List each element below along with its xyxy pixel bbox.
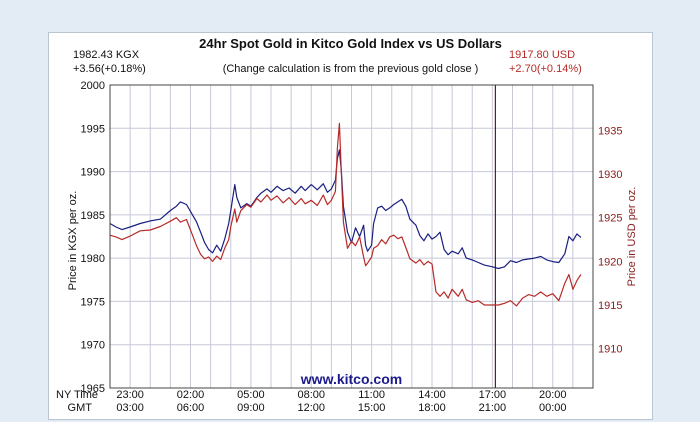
right-header-price: 1917.80 USD xyxy=(509,49,576,61)
right-y-tick-label: 1925 xyxy=(598,213,622,225)
left-y-tick-label: 1985 xyxy=(81,210,105,222)
x-tick-label-ny: 14:00 xyxy=(418,389,446,401)
watermark-text: www.kitco.com xyxy=(300,371,402,387)
right-y-tick-label: 1920 xyxy=(598,256,622,268)
x-tick-label-gmt: 09:00 xyxy=(237,402,265,414)
x-tick-label-gmt: 15:00 xyxy=(358,402,386,414)
left-y-axis-title: Price in KGX per oz. xyxy=(67,191,79,291)
x-tick-label-ny: 05:00 xyxy=(237,389,265,401)
left-y-tick-label: 1995 xyxy=(81,123,105,135)
right-y-tick-label: 1910 xyxy=(598,344,622,356)
left-header-price: 1982.43 KGX xyxy=(73,49,140,61)
x-tick-label-gmt: 12:00 xyxy=(297,402,325,414)
x-row-label-ny: NY Time xyxy=(56,389,98,401)
x-tick-label-ny: 08:00 xyxy=(297,389,325,401)
right-header-change: +2.70(+0.14%) xyxy=(509,63,582,75)
x-tick-label-ny: 11:00 xyxy=(358,389,385,401)
x-tick-label-gmt: 18:00 xyxy=(418,402,446,414)
x-tick-label-gmt: 00:00 xyxy=(539,402,567,414)
left-header-change: +3.56(+0.18%) xyxy=(73,63,146,75)
chart-title: 24hr Spot Gold in Kitco Gold Index vs US… xyxy=(199,36,502,51)
plot-border xyxy=(109,84,594,389)
left-y-tick-label: 1980 xyxy=(81,253,105,265)
chart-subtitle: (Change calculation is from the previous… xyxy=(222,63,479,75)
right-y-tick-label: 1930 xyxy=(598,169,622,181)
x-tick-label-ny: 17:00 xyxy=(479,389,507,401)
x-tick-label-gmt: 06:00 xyxy=(177,402,205,414)
left-y-tick-label: 1970 xyxy=(81,340,105,352)
series-line-usd xyxy=(109,122,582,307)
left-y-tick-label: 1975 xyxy=(81,296,105,308)
right-y-tick-label: 1915 xyxy=(598,300,622,312)
x-row-label-gmt: GMT xyxy=(68,402,93,414)
x-tick-label-ny: 20:00 xyxy=(539,389,567,401)
right-y-tick-label: 1935 xyxy=(598,125,622,137)
left-y-tick-label: 2000 xyxy=(81,80,105,92)
right-y-axis-title: Price in USD per oz. xyxy=(626,187,638,287)
x-tick-label-gmt: 03:00 xyxy=(116,402,144,414)
x-tick-label-gmt: 21:00 xyxy=(479,402,507,414)
left-y-tick-label: 1990 xyxy=(81,167,105,179)
x-tick-label-ny: 23:00 xyxy=(116,389,144,401)
series-line-kgx xyxy=(109,149,582,270)
x-tick-label-ny: 02:00 xyxy=(177,389,205,401)
left-y-tick-label: 1965 xyxy=(81,383,105,395)
